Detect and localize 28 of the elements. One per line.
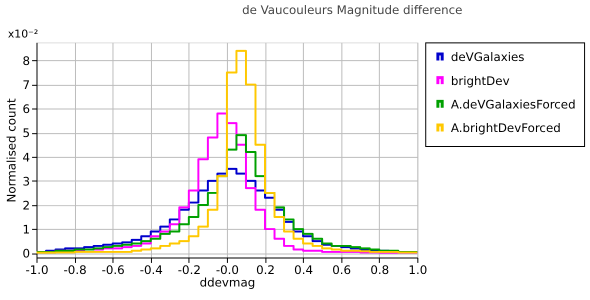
chart-title: de Vaucouleurs Magnitude difference bbox=[242, 2, 462, 17]
x-tick-label: 0.6 bbox=[332, 262, 352, 277]
legend-label: deVGalaxies bbox=[450, 50, 524, 64]
legend-label: brightDev bbox=[450, 74, 510, 88]
x-tick-label: 0.2 bbox=[256, 262, 275, 277]
x-tick-label: 1.0 bbox=[408, 262, 428, 277]
y-tick-label: 8 bbox=[22, 54, 30, 68]
y-axis-title: Normalised count bbox=[4, 98, 19, 203]
legend-label: A.brightDevForced bbox=[450, 121, 561, 136]
x-tick-label: -0.8 bbox=[64, 262, 87, 277]
x-tick-label: 0.8 bbox=[370, 262, 390, 277]
legend-label: A.deVGalaxiesForced bbox=[450, 98, 576, 112]
y-tick-label: 4 bbox=[22, 150, 30, 164]
x-tick-label: -1.0 bbox=[25, 262, 49, 277]
y-tick-label: 6 bbox=[22, 102, 30, 116]
x-tick-label: 0.4 bbox=[294, 262, 313, 277]
y-tick-label: 3 bbox=[22, 174, 30, 188]
x-tick-label: -0.4 bbox=[140, 262, 163, 277]
x-tick-label: -0.0 bbox=[216, 262, 239, 277]
x-tick-label: -0.2 bbox=[178, 262, 201, 277]
y-tick-label: 0 bbox=[22, 246, 30, 261]
y-tick-label: 1 bbox=[22, 222, 30, 237]
y-tick-label: 7 bbox=[22, 78, 30, 92]
x-tick-label: -0.6 bbox=[102, 262, 125, 277]
text: x10⁻² bbox=[8, 27, 38, 40]
y-tick-label: 2 bbox=[22, 198, 30, 212]
x-axis-title: ddevmag bbox=[200, 276, 256, 290]
y-tick-label: 5 bbox=[22, 126, 30, 140]
